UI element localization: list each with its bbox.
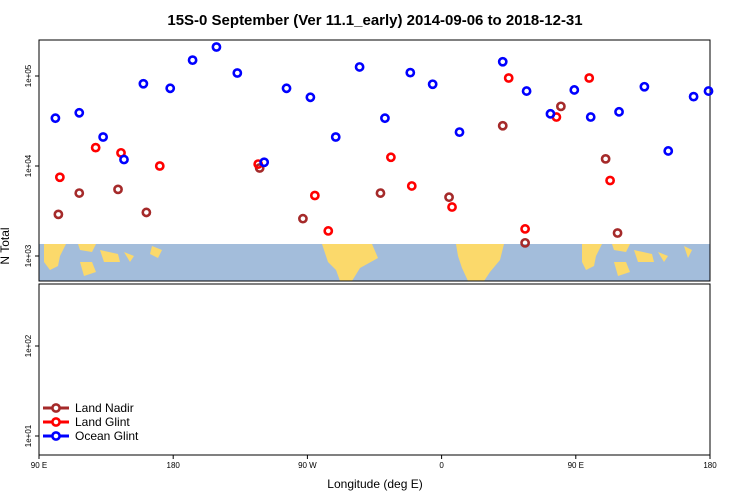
map-ocean xyxy=(39,244,710,281)
point-ocean-glint xyxy=(427,79,438,90)
x-axis: 90 E 180 90 W 0 90 E 180 xyxy=(31,455,717,470)
map-land-australasia-left xyxy=(44,244,162,276)
point-ocean-glint xyxy=(405,67,416,78)
y-tick-label: 1e+01 xyxy=(24,424,33,447)
point-land-nadir xyxy=(53,209,64,220)
point-ocean-glint xyxy=(211,42,222,52)
legend-label: Ocean Glint xyxy=(75,429,139,443)
map-land-australasia-right xyxy=(582,244,692,276)
point-ocean-glint xyxy=(187,55,198,66)
point-ocean-glint xyxy=(119,154,129,165)
point-ocean-glint xyxy=(259,157,270,168)
y-tick-label: 1e+02 xyxy=(24,334,33,357)
point-land-glint xyxy=(386,152,396,163)
point-ocean-glint xyxy=(639,81,650,92)
point-ocean-glint xyxy=(585,112,596,122)
world-map-band xyxy=(39,244,710,281)
point-land-glint xyxy=(406,181,417,191)
legend-swatch-marker xyxy=(51,431,61,441)
legend-swatch-marker xyxy=(51,403,61,413)
y-axis: 1e+01 1e+02 1e+03 1e+04 1e+05 xyxy=(24,64,39,447)
point-land-nadir xyxy=(612,228,623,238)
point-ocean-glint xyxy=(497,56,508,67)
point-ocean-glint xyxy=(281,83,292,94)
point-land-nadir xyxy=(444,192,454,203)
y-axis-label: N Total xyxy=(0,227,12,264)
x-tick-label: 180 xyxy=(703,461,717,470)
point-ocean-glint xyxy=(703,86,714,96)
point-ocean-glint xyxy=(663,146,674,156)
x-tick-label: 90 E xyxy=(568,461,584,470)
upper-panel-frame xyxy=(38,39,711,282)
point-ocean-glint xyxy=(232,68,243,78)
point-ocean-glint xyxy=(521,86,532,96)
legend-label: Land Nadir xyxy=(75,401,134,415)
point-land-nadir xyxy=(497,120,508,131)
point-land-nadir xyxy=(298,213,308,224)
lower-panel-frame xyxy=(38,283,711,456)
map-land-south-america xyxy=(322,244,378,281)
map-land-africa xyxy=(456,244,504,281)
point-ocean-glint xyxy=(688,91,699,102)
point-ocean-glint xyxy=(98,132,109,142)
point-ocean-glint xyxy=(614,106,624,117)
x-tick-label: 180 xyxy=(167,461,181,470)
point-land-nadir xyxy=(375,188,386,198)
x-tick-label: 90 W xyxy=(298,461,317,470)
legend-label: Land Glint xyxy=(75,415,130,429)
point-land-glint xyxy=(309,190,320,201)
point-ocean-glint xyxy=(380,113,390,124)
point-ocean-glint xyxy=(138,78,149,89)
x-tick-label: 0 xyxy=(439,461,444,470)
point-land-glint xyxy=(447,202,457,212)
point-land-glint xyxy=(503,73,514,83)
chart-title: 15S-0 September (Ver 11.1_early) 2014-09… xyxy=(167,12,582,29)
point-ocean-glint xyxy=(569,85,580,95)
point-land-glint xyxy=(90,142,101,153)
y-tick-label: 1e+04 xyxy=(24,154,33,177)
y-tick-label: 1e+03 xyxy=(24,244,33,267)
point-ocean-glint xyxy=(330,132,341,142)
point-land-nadir xyxy=(555,101,566,112)
point-land-nadir xyxy=(520,237,531,248)
point-land-nadir xyxy=(600,153,611,164)
legend-swatch-marker xyxy=(51,417,61,427)
point-ocean-glint xyxy=(354,62,365,72)
point-land-glint xyxy=(605,175,615,186)
point-ocean-glint xyxy=(545,108,556,119)
point-land-glint xyxy=(54,172,65,183)
point-ocean-glint xyxy=(165,83,176,94)
x-axis-label: Longitude (deg E) xyxy=(327,477,422,491)
point-ocean-glint xyxy=(74,107,85,118)
point-land-glint xyxy=(323,226,334,236)
point-ocean-glint xyxy=(305,92,316,103)
point-ocean-glint xyxy=(50,113,61,124)
point-land-glint xyxy=(154,161,165,171)
point-land-glint xyxy=(584,73,595,83)
point-ocean-glint xyxy=(454,127,465,138)
point-land-nadir xyxy=(141,207,152,218)
x-tick-label: 90 E xyxy=(31,461,47,470)
data-points xyxy=(50,42,714,248)
y-tick-label: 1e+05 xyxy=(24,64,33,87)
point-land-nadir xyxy=(113,184,123,195)
point-land-nadir xyxy=(74,188,85,198)
point-land-glint xyxy=(520,224,531,234)
